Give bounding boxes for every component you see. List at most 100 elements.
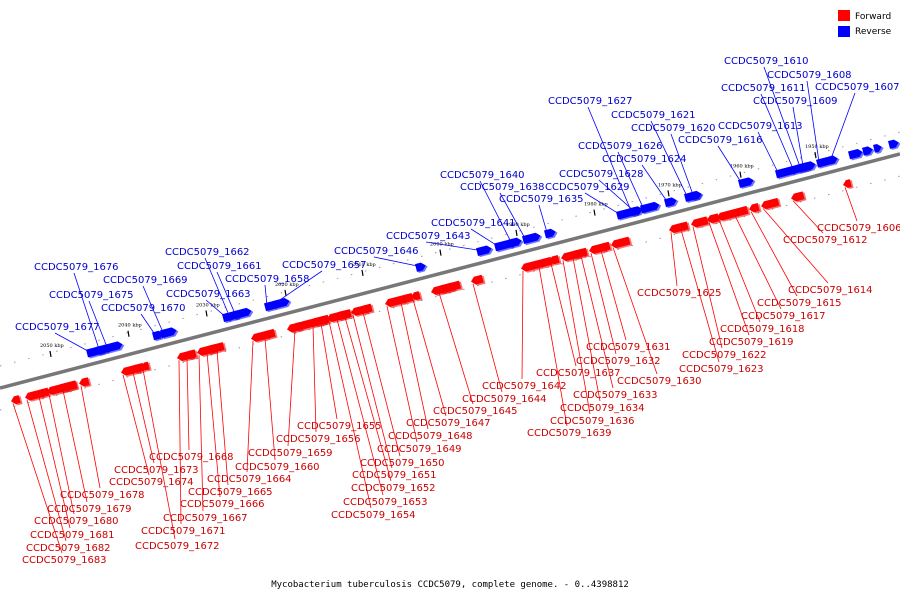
reverse-gene-label: CCDC5079_1646	[334, 246, 419, 257]
forward-gene-leader	[142, 369, 176, 540]
reverse-gene-label: CCDC5079_1611	[721, 83, 806, 94]
forward-gene-arrow	[561, 249, 582, 263]
forward-gene-leader	[344, 316, 392, 482]
reverse-gene-label: CCDC5079_1616	[678, 135, 763, 146]
scale-tick-label: 1980 kbp	[584, 202, 608, 208]
reverse-gene-leader	[717, 145, 742, 183]
forward-gene-leader	[132, 372, 155, 464]
forward-gene-arrow	[327, 310, 348, 324]
forward-gene-leader	[198, 355, 204, 512]
forward-gene-label: CCDC5079_1617	[741, 311, 826, 322]
reverse-gene-leader	[760, 93, 794, 169]
scale-tick-mark	[667, 190, 670, 197]
reverse-gene-arrow	[86, 345, 109, 359]
forward-gene-label: CCDC5079_1654	[331, 510, 416, 521]
reverse-gene-label: CCDC5079_1638	[460, 182, 545, 193]
forward-gene-label: CCDC5079_1619	[709, 337, 794, 348]
forward-gene-arrow	[589, 243, 608, 256]
reverse-gene-label: CCDC5079_1613	[718, 121, 803, 132]
reverse-gene-leader	[88, 300, 108, 348]
forward-gene-label: CCDC5079_1672	[135, 541, 220, 552]
reverse-gene-label: CCDC5079_1629	[545, 182, 630, 193]
reverse-gene-leader	[264, 284, 268, 306]
reverse-gene-label: CCDC5079_1610	[724, 56, 809, 67]
reverse-gene-arrow	[616, 208, 635, 221]
reverse-gene-leader	[830, 92, 856, 159]
reverse-gene-leader	[670, 133, 694, 195]
forward-gene-label: CCDC5079_1652	[351, 483, 436, 494]
reverse-gene-leader	[641, 164, 668, 202]
forward-gene-label: CCDC5079_1639	[527, 428, 612, 439]
forward-gene-label: CCDC5079_1660	[235, 462, 320, 473]
forward-gene-leader	[12, 403, 63, 554]
forward-gene-arrow	[121, 364, 142, 377]
forward-gene-leader	[580, 255, 614, 389]
forward-gene-leader	[38, 396, 71, 529]
reverse-gene-label: CCDC5079_1662	[165, 247, 250, 258]
forward-gene-label: CCDC5079_1650	[360, 458, 445, 469]
forward-gene-leader	[386, 306, 418, 443]
scale-tick-mark	[593, 209, 596, 216]
forward-gene-label: CCDC5079_1615	[757, 298, 842, 309]
forward-gene-leader	[312, 325, 317, 433]
forward-gene-label: CCDC5079_1618	[720, 324, 805, 335]
forward-gene-leader	[692, 226, 723, 349]
reverse-gene-leader	[617, 151, 644, 208]
reverse-gene-label: CCDC5079_1663	[166, 289, 251, 300]
forward-gene-arrow	[79, 377, 92, 388]
forward-gene-arrow	[707, 213, 722, 225]
forward-gene-arrow	[611, 236, 633, 250]
reverse-gene-label: CCDC5079_1621	[611, 110, 696, 121]
forward-gene-leader	[844, 186, 858, 222]
forward-gene-leader	[550, 263, 577, 367]
reverse-gene-leader	[587, 106, 632, 211]
legend: Forward Reverse	[838, 10, 892, 37]
forward-gene-leader	[670, 232, 678, 287]
reverse-gene-arrow	[522, 232, 543, 246]
forward-gene-label: CCDC5079_1664	[207, 474, 292, 485]
reverse-gene-leader	[274, 270, 323, 304]
forward-gene-leader	[122, 374, 150, 476]
forward-gene-leader	[572, 257, 601, 402]
forward-gene-leader	[264, 337, 276, 461]
reverse-gene-arrow	[873, 144, 884, 155]
forward-gene-label: CCDC5079_1683	[22, 555, 107, 566]
reverse-gene-arrow	[264, 301, 279, 313]
reverse-gene-label: CCDC5079_1658	[225, 274, 310, 285]
forward-gene-leader	[538, 266, 568, 427]
reverse-track-guide	[0, 131, 900, 367]
reverse-gene-leader	[650, 120, 688, 197]
forward-gene-label: CCDC5079_1612	[783, 235, 868, 246]
forward-gene-leader	[400, 302, 429, 430]
reverse-gene-arrow	[816, 156, 835, 169]
forward-gene-arrow	[749, 203, 762, 214]
forward-gene-leader	[472, 283, 503, 393]
forward-gene-leader	[734, 215, 782, 310]
reverse-gene-label: CCDC5079_1626	[578, 141, 663, 152]
forward-gene-label: CCDC5079_1668	[149, 452, 234, 463]
track-guides	[0, 131, 900, 411]
reverse-gene-label: CCDC5079_1607	[815, 82, 900, 93]
reverse-gene-leader	[54, 332, 90, 352]
forward-gene-label: CCDC5079_1647	[406, 418, 491, 429]
reverse-gene-label: CCDC5079_1661	[177, 261, 262, 272]
forward-gene-arrow	[177, 350, 196, 363]
reverse-gene-leader	[806, 80, 820, 162]
forward-track-guide	[0, 175, 900, 411]
forward-gene-label: CCDC5079_1634	[560, 403, 645, 414]
reverse-gene-arrow	[640, 201, 662, 215]
forward-gene-leader	[216, 350, 229, 486]
reverse-gene-arrow	[222, 313, 234, 324]
scale-tick-mark	[284, 289, 287, 296]
forward-gene-leader	[328, 321, 372, 509]
reverse-gene-leader	[479, 180, 512, 243]
forward-gene-leader	[320, 323, 338, 420]
forward-gene-label: CCDC5079_1680	[34, 516, 119, 527]
reverse-gene-leader	[140, 313, 156, 335]
forward-gene-arrow	[309, 315, 328, 328]
reverse-gene-leader	[216, 271, 236, 314]
forward-gene-label: CCDC5079_1656	[276, 434, 361, 445]
forward-gene-label: CCDC5079_1659	[248, 448, 333, 459]
forward-gene-leader	[792, 200, 824, 234]
